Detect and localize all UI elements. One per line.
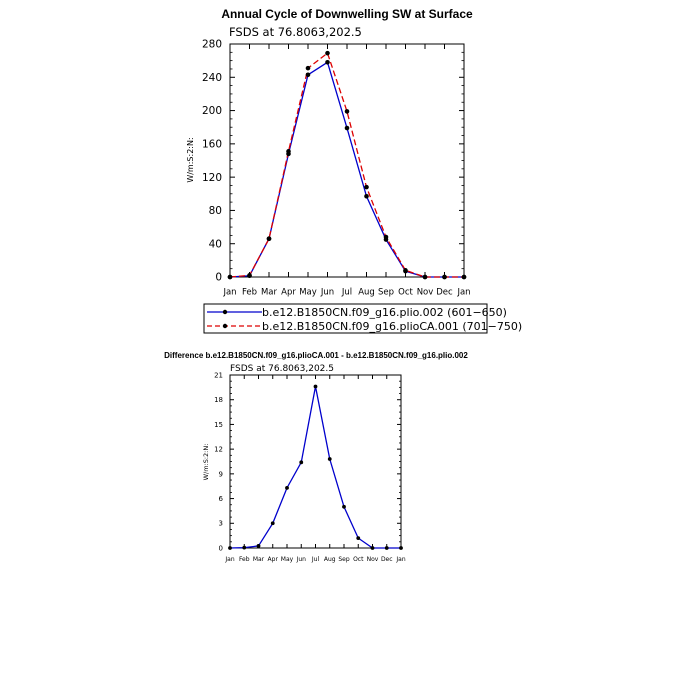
data-point	[344, 125, 350, 131]
y-tick-label: 6	[219, 495, 224, 503]
y-tick-label: 160	[202, 139, 222, 151]
chart-annual-cycle: Annual Cycle of Downwelling SW at Surfac…	[186, 7, 522, 334]
x-tick-label: Jun	[320, 288, 334, 298]
data-point	[356, 536, 361, 541]
data-point	[364, 184, 369, 190]
y-tick-label: 0	[219, 544, 223, 552]
chart-title: Annual Cycle of Downwelling SW at Surfac…	[221, 7, 473, 21]
x-tick-label: May	[299, 288, 317, 298]
legend-box	[203, 303, 488, 334]
y-tick-label: 280	[202, 39, 222, 51]
x-tick-label: Dec	[381, 556, 393, 563]
plot-frame	[229, 374, 402, 549]
x-tick-label: Jun	[296, 556, 307, 563]
data-point	[266, 236, 272, 242]
legend-marker-plioCA001	[222, 323, 228, 329]
y-tick-label: 0	[215, 272, 222, 284]
data-point	[270, 521, 275, 526]
data-point	[422, 274, 428, 280]
y-axis-label: W/m:S:2:N:	[202, 444, 210, 481]
chart-subtitle: FSDS at 76.8063,202.5	[230, 364, 334, 374]
data-point	[299, 460, 304, 465]
x-tick-label: Dec	[436, 288, 453, 298]
data-point	[325, 60, 330, 65]
y-tick-label: 3	[219, 520, 223, 528]
data-point	[305, 65, 311, 71]
data-point	[313, 384, 318, 389]
x-tick-label: Jan	[456, 288, 470, 298]
plot-frame	[229, 43, 465, 278]
x-tick-label: Jul	[341, 288, 352, 298]
data-point	[403, 268, 408, 273]
y-tick-label: 120	[202, 172, 222, 184]
chart-title: Difference b.e12.B1850CN.f09_g16.plioCA.…	[164, 351, 468, 360]
series-line-1	[229, 52, 464, 278]
x-tick-label: Sep	[378, 288, 394, 298]
data-point	[305, 72, 311, 78]
x-tick-label: Nov	[417, 288, 434, 298]
x-tick-label: May	[281, 556, 294, 563]
x-tick-label: Sep	[338, 556, 350, 563]
data-point	[327, 457, 332, 461]
data-point	[247, 273, 252, 278]
data-point	[364, 193, 369, 199]
x-tick-label: Jul	[311, 556, 320, 563]
y-axis-label: W/m:S:2:N:	[186, 137, 195, 182]
data-point	[227, 274, 233, 280]
y-tick-label: 240	[202, 72, 222, 84]
x-tick-label: Aug	[324, 556, 336, 563]
x-tick-label: Mar	[253, 556, 265, 563]
x-tick-label: Aug	[358, 288, 375, 298]
data-point	[285, 485, 289, 490]
y-tick-label: 80	[209, 205, 222, 217]
x-tick-label: Jan	[224, 556, 234, 563]
series-line-0	[229, 61, 464, 278]
y-tick-label: 15	[214, 421, 223, 429]
chart-subtitle: FSDS at 76.8063,202.5	[229, 25, 362, 39]
series-line-0	[229, 386, 401, 549]
x-tick-label: Feb	[239, 556, 250, 563]
x-tick-label: Feb	[242, 288, 257, 298]
data-point	[383, 234, 389, 240]
x-tick-label: Mar	[261, 288, 278, 298]
x-tick-label: Oct	[398, 288, 413, 298]
y-tick-label: 40	[209, 238, 222, 250]
x-tick-label: Jan	[222, 288, 236, 298]
chart-difference: Difference b.e12.B1850CN.f09_g16.plioCA.…	[164, 351, 468, 563]
y-tick-label: 9	[219, 470, 223, 478]
data-point	[342, 504, 346, 509]
x-tick-label: Apr	[268, 556, 279, 563]
data-point	[399, 546, 403, 550]
data-point	[228, 546, 232, 550]
y-tick-label: 18	[214, 396, 223, 404]
legend-label-plio002: b.e12.B1850CN.f09_g16.plio.002 (601−650)	[262, 306, 507, 319]
data-point	[286, 149, 291, 154]
data-point	[344, 109, 350, 114]
data-point	[242, 545, 247, 550]
data-point	[442, 274, 447, 280]
legend-label-plioCA001: b.e12.B1850CN.f09_g16.plioCA.001 (701−75…	[262, 320, 522, 333]
data-point	[384, 546, 389, 550]
x-tick-label: Jan	[395, 556, 405, 563]
x-tick-label: Apr	[281, 288, 296, 298]
data-point	[256, 544, 261, 548]
data-point	[325, 50, 330, 56]
data-point	[461, 274, 467, 280]
y-tick-label: 12	[214, 446, 223, 454]
y-tick-label: 21	[214, 371, 223, 379]
legend: b.e12.B1850CN.f09_g16.plio.002 (601−650)…	[203, 303, 522, 334]
y-tick-label: 200	[202, 105, 222, 117]
x-tick-label: Nov	[367, 556, 379, 563]
data-point	[370, 546, 375, 550]
legend-marker-plio002	[222, 309, 228, 315]
x-tick-label: Oct	[353, 556, 364, 563]
